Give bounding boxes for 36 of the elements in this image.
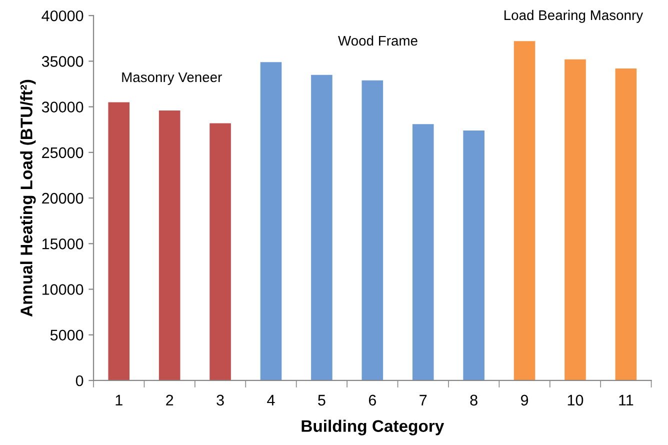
x-tick-label: 10 [568,394,584,406]
bar [108,102,130,380]
y-tick-label: 10000 [42,284,84,295]
annotation: Load Bearing Masonry [504,10,644,23]
x-tick-label: 5 [318,394,326,406]
y-tick-label: 5000 [50,330,84,341]
x-tick-label: 9 [521,394,528,406]
y-tick-label: 35000 [42,56,84,67]
bar [463,130,484,380]
x-tick-label: 6 [368,394,376,406]
bar [362,80,384,380]
y-tick-label: 15000 [42,238,84,250]
bar [514,41,536,380]
y-axis-title: Annual Heating Load (BTU/ft²) [20,80,36,317]
x-tick-label: 4 [267,394,275,406]
x-tick-label: 11 [619,394,634,406]
y-tick-label: 30000 [42,102,84,112]
x-axis-title: Building Category [302,420,444,436]
annotation: Masonry Veneer [122,72,222,85]
bar [564,59,586,380]
y-tick-label: 20000 [42,192,84,204]
x-tick-label: 7 [420,394,427,406]
bar [158,110,180,380]
x-tick-label: 3 [216,394,224,406]
annotation: Wood Frame [338,35,418,46]
y-tick-label: 0 [76,375,84,386]
x-tick-label: 2 [166,394,174,406]
bar [260,62,282,380]
x-tick-label: 1 [116,394,122,406]
bar [210,123,231,380]
bar [615,68,637,380]
bar [412,124,434,380]
y-tick-label: 25000 [42,147,84,158]
bar [311,74,332,380]
y-tick-label: 40000 [42,10,84,22]
x-tick-label: 8 [470,394,478,406]
